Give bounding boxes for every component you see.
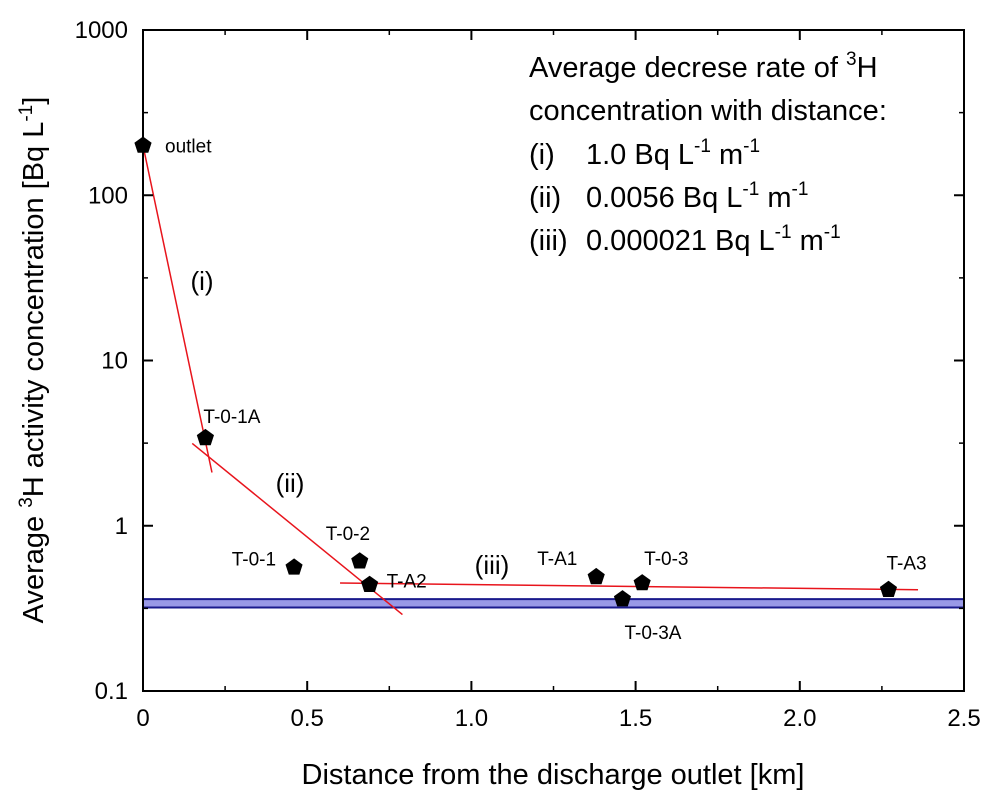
point-label: T-0-1A [203,407,260,428]
legend-rate-iii-value: 0.000021 Bq L-1 m-1 [586,222,841,257]
y-axis-title-mid: H activity concentration [Bq L [18,122,50,498]
legend-rate-i-tag: (i) [529,139,555,171]
legend-rate-ii-number: 0.0056 Bq L [586,182,742,214]
y-axis-title: Average 3H activity concentration [Bq L-… [16,97,50,624]
point-labels-layer: outlet T-0-1A T-0-1 T-0-2 T-A2 T-A1 T-0-3A T-0-… [165,137,927,645]
fit-label-2: (ii) [276,468,305,498]
fit-line-1 [142,145,213,473]
fit-labels-layer: (i) (ii) (iii) [190,266,509,580]
legend-rate-ii-sup2: -1 [792,179,809,200]
legend-line1-suffix: H [857,52,878,84]
x-tick-label: 0 [136,705,149,732]
data-point [633,574,651,591]
legend-rate-iii-sup1: -1 [775,222,792,243]
y-tick-label: 10 [101,348,128,375]
point-label: T-0-2 [326,524,370,545]
legend-rate-iii-sup2: -1 [824,222,841,243]
legend-rate-iii-tag: (iii) [529,225,568,257]
fit-label-1: (i) [190,266,213,296]
y-tick-label: 1 [115,513,128,540]
legend-rate-i-sup2: -1 [743,136,760,157]
legend-rate-ii-unit: m [759,182,791,214]
y-axis-title-suffix: ] [18,97,50,105]
legend-rate-i-unit: m [711,139,743,171]
point-label: T-A1 [537,549,577,570]
y-axis-title-sup2: -1 [16,105,37,122]
point-label: T-0-3 [644,549,688,570]
legend-line1: Average decrese rate of 3H [529,49,878,84]
point-label: outlet [165,137,212,158]
point-label: T-A3 [886,554,926,575]
data-point [587,567,605,585]
y-tick-label: 1000 [75,17,128,44]
data-points-layer [134,136,897,607]
background-band [143,599,964,608]
legend-rate-ii-tag: (ii) [529,182,561,214]
legend-rate-iii-number: 0.000021 Bq L [586,225,775,257]
y-tick-label: 100 [88,182,128,209]
legend-rate-i-value: 1.0 Bq L-1 m-1 [586,136,760,171]
y-axis-ticks: 0.1 1 10 100 1000 [75,17,964,705]
legend-line1-sup: 3 [846,49,857,70]
x-tick-label: 0.5 [291,705,324,732]
x-tick-label: 2.0 [783,705,816,732]
y-tick-label: 0.1 [95,678,128,705]
y-axis-title-prefix: Average [18,508,50,624]
background-band-layer [143,598,964,609]
y-axis-title-sup: 3 [16,497,37,508]
legend-rate-ii-sup1: -1 [742,179,759,200]
x-axis-ticks: 0 0.5 1.0 1.5 2.0 2.5 [136,30,981,732]
data-point [613,590,631,607]
data-point [879,580,897,597]
data-point [196,428,214,446]
point-label: T-0-3A [624,623,681,644]
x-axis-title: Distance from the discharge outlet [km] [302,759,805,791]
x-tick-label: 2.5 [947,705,980,732]
legend-rate-i-sup1: -1 [694,136,711,157]
x-tick-label: 1.5 [619,705,652,732]
x-tick-label: 1.0 [455,705,488,732]
point-label: T-0-1 [232,549,276,570]
legend-rate-i-number: 1.0 Bq L [586,139,694,171]
fit-label-3: (iii) [475,550,510,580]
fit-line-3 [340,582,919,591]
legend-rate-iii-unit: m [792,225,824,257]
legend-line2: concentration with distance: [529,95,887,127]
data-point [361,575,379,592]
data-point [285,558,303,575]
point-label: T-A2 [387,572,427,593]
legend-line1-prefix: Average decrese rate of [529,52,846,84]
legend: Average decrese rate of 3H concentration… [529,49,887,257]
legend-rate-ii-value: 0.0056 Bq L-1 m-1 [586,179,808,214]
data-point [351,552,369,569]
